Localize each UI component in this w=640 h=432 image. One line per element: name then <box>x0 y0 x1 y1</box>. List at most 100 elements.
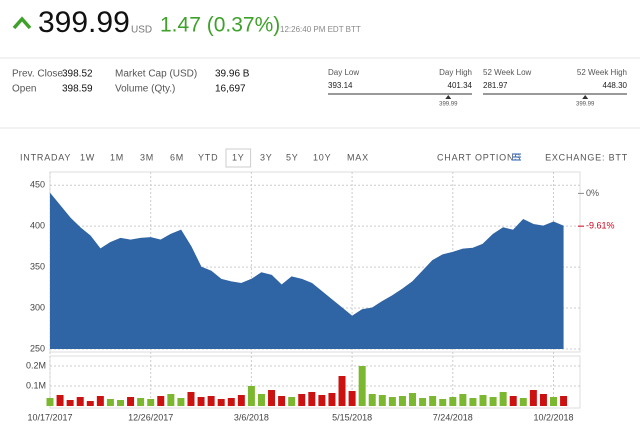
tab[interactable]: 5Y <box>286 152 299 162</box>
volume-bar <box>137 398 145 406</box>
y-tick-label: 450 <box>30 180 45 190</box>
volume-bar <box>56 395 64 406</box>
range-low: 393.14 <box>328 81 353 90</box>
volume-bar <box>127 397 135 406</box>
x-tick-label: 12/26/2017 <box>128 412 173 422</box>
volume-bar <box>358 366 366 406</box>
volume-bar <box>177 398 185 406</box>
volume-bar <box>469 398 477 406</box>
volume-bar <box>187 392 195 406</box>
range-low-label: 52 Week Low <box>483 68 532 77</box>
volume-bar <box>328 393 336 406</box>
area-fill <box>50 193 564 349</box>
annotation: 0% <box>586 188 599 198</box>
tab[interactable]: MAX <box>347 152 369 162</box>
tab[interactable]: INTRADAY <box>20 152 71 162</box>
stat-label: Prev. Close <box>12 69 63 80</box>
x-tick-label: 5/15/2018 <box>332 412 372 422</box>
volume-bar <box>398 396 406 406</box>
volume-bar <box>86 401 94 406</box>
volume-bar <box>318 395 326 406</box>
range-low-label: Day Low <box>328 68 359 77</box>
stat-label: Open <box>12 84 36 95</box>
y-tick-label: 400 <box>30 221 45 231</box>
tab[interactable]: 3Y <box>260 152 273 162</box>
volume-bar <box>278 396 286 406</box>
range-high: 401.34 <box>448 81 473 90</box>
volume-bar <box>247 386 255 406</box>
volume-bar <box>560 396 568 406</box>
range-current: 399.99 <box>576 102 595 108</box>
volume-bar <box>46 398 54 406</box>
volume-bar <box>116 400 124 406</box>
volume-bar <box>96 396 104 406</box>
volume-bar <box>388 397 396 406</box>
volume-bar <box>459 394 467 406</box>
tab[interactable]: 1W <box>80 152 95 162</box>
volume-bar <box>529 390 537 406</box>
annotation: -9.61% <box>586 221 615 231</box>
tab[interactable]: 1M <box>110 152 124 162</box>
volume-bar <box>167 394 175 406</box>
menu-icon[interactable] <box>512 153 521 161</box>
volume-bar <box>519 398 527 406</box>
range-current: 399.99 <box>439 102 458 108</box>
x-tick-label: 7/24/2018 <box>433 412 473 422</box>
volume-bar <box>227 398 235 406</box>
volume-bar <box>479 395 487 406</box>
volume-bar <box>409 393 417 406</box>
volume-bar <box>449 397 457 406</box>
y2-tick-label: 0.1M <box>26 380 46 390</box>
stat-value: 39.96 B <box>215 69 250 80</box>
up-arrow <box>12 16 32 30</box>
range-marker <box>445 95 452 99</box>
volume-bar <box>207 396 215 406</box>
tab[interactable]: YTD <box>198 152 218 162</box>
stat-value: 398.59 <box>62 84 93 95</box>
y-tick-label: 350 <box>30 261 45 271</box>
tab[interactable]: 6M <box>170 152 184 162</box>
volume-bar <box>288 397 296 406</box>
currency: USD <box>131 25 152 36</box>
volume-bar <box>539 394 547 406</box>
volume-bar <box>429 396 437 406</box>
y-tick-label: 300 <box>30 302 45 312</box>
volume-bar <box>378 395 386 406</box>
volume-bar <box>298 394 306 406</box>
selected-tab <box>225 148 252 168</box>
volume-bar <box>499 392 507 406</box>
range-high: 448.30 <box>603 81 628 90</box>
volume-bar <box>106 399 114 406</box>
range-high-label: Day High <box>439 68 472 77</box>
tab[interactable]: 10Y <box>313 152 331 162</box>
volume-bar <box>550 397 557 406</box>
volume-bar <box>147 399 155 406</box>
volume-bar <box>268 390 276 406</box>
volume-bar <box>419 398 427 406</box>
volume-bar <box>157 396 165 406</box>
volume-bar <box>439 399 447 406</box>
volume-bar <box>237 395 245 406</box>
change: 1.47 (0.37%) <box>160 14 280 37</box>
volume-bar <box>489 397 497 406</box>
price: 399.99 <box>38 6 130 39</box>
y2-tick-label: 0.2M <box>26 360 46 370</box>
range-low: 281.97 <box>483 81 508 90</box>
x-tick-label: 3/6/2018 <box>234 412 269 422</box>
price-line <box>49 193 564 317</box>
range-high-label: 52 Week High <box>577 68 627 77</box>
volume-bar <box>368 394 376 406</box>
tab[interactable]: 3M <box>140 152 154 162</box>
volume-bar <box>76 397 84 406</box>
volume-bar <box>308 392 316 406</box>
volume-bar <box>217 399 225 406</box>
volume-bar <box>257 394 265 406</box>
volume-bar <box>197 397 205 406</box>
x-tick-label: 10/17/2017 <box>27 412 72 422</box>
chart-options[interactable]: CHART OPTIONS <box>437 152 521 162</box>
timestamp: 12:26:40 PM EDT BTT <box>280 25 361 34</box>
tab[interactable]: 1Y <box>232 152 245 162</box>
volume-bar <box>66 400 74 406</box>
volume-bar <box>348 391 356 406</box>
